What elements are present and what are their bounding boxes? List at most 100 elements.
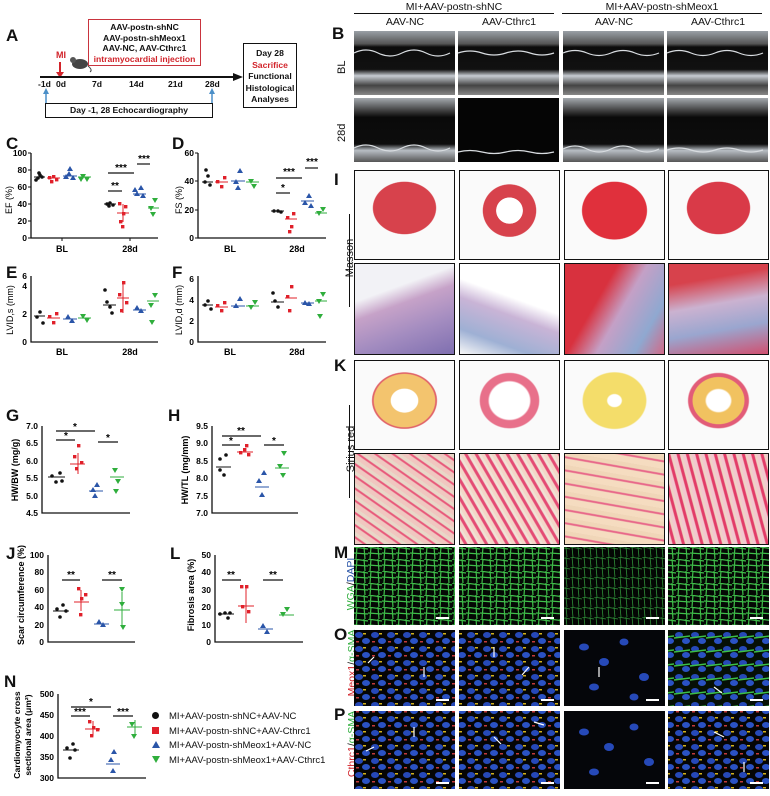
svg-text:5.0: 5.0 — [26, 491, 38, 501]
echo-image — [458, 98, 559, 162]
svg-text:HW/BW (mg/g): HW/BW (mg/g) — [10, 439, 20, 501]
scale-bars — [436, 617, 763, 784]
panel-letter-i: I — [334, 170, 339, 189]
triangle-up-marker-icon — [152, 741, 160, 748]
masson-zoom-image — [354, 263, 455, 355]
cthrc1-image — [354, 711, 455, 789]
svg-text:450: 450 — [40, 710, 54, 720]
injection-line-3: AAV-NC, AAV-Cthrc1 — [102, 43, 187, 53]
svg-text:5.5: 5.5 — [26, 473, 38, 483]
tick-label: -1d — [38, 79, 51, 89]
meox1-image — [668, 630, 769, 706]
sirius-zoom-image — [668, 453, 769, 545]
cthrc1-image — [668, 711, 769, 789]
svg-text:60: 60 — [18, 182, 28, 192]
svg-text:28d: 28d — [289, 347, 305, 357]
panel-letter-f: F — [172, 263, 183, 282]
wga-image — [459, 547, 560, 625]
sirius-overview-image — [564, 360, 665, 450]
chart-lvidd: LVID,d (mm) 0 2 4 6 BL 28d — [174, 274, 327, 357]
masson-overview-image — [564, 170, 665, 260]
panel-letter-k: K — [334, 356, 347, 375]
col-header: AAV-NC — [594, 16, 634, 28]
legend-item: MI+AAV-postn-shMeox1+AAV-Cthrc1 — [152, 754, 325, 769]
svg-text:100: 100 — [30, 550, 44, 560]
panel-letter-d: D — [172, 134, 185, 153]
injection-line-1: AAV-postn-shNC — [110, 22, 179, 32]
svg-text:**: ** — [269, 570, 277, 581]
meox1-image — [459, 630, 560, 706]
svg-text:**: ** — [111, 181, 119, 192]
svg-text:50: 50 — [202, 550, 212, 560]
injection-line-2: AAV-postn-shMeox1 — [103, 32, 186, 43]
svg-text:8.5: 8.5 — [196, 456, 208, 466]
square-marker-icon — [152, 726, 159, 734]
cthrc1-image — [564, 711, 665, 789]
svg-text:*: * — [106, 433, 110, 444]
wga-image — [354, 547, 455, 625]
svg-text:6: 6 — [189, 274, 194, 284]
meox1-image — [564, 630, 665, 706]
panel-letter-h: H — [168, 406, 181, 425]
svg-text:0: 0 — [22, 337, 27, 347]
svg-text:20: 20 — [18, 216, 28, 226]
svg-text:***: *** — [306, 157, 318, 168]
svg-text:*: * — [281, 183, 285, 194]
svg-text:***: *** — [138, 154, 150, 165]
panel-letter-a: A — [6, 26, 19, 45]
tick-label: 28d — [205, 79, 220, 89]
svg-text:30: 30 — [202, 585, 212, 595]
echo-image — [667, 98, 768, 162]
panel-letter-o: O — [334, 625, 348, 644]
timeline-graphic — [40, 57, 243, 103]
chart-hwtl: HW/TL (mg/mm) 7.07.58.08.59.09.5 **** — [180, 421, 298, 518]
meox1-image — [354, 630, 455, 706]
svg-text:0: 0 — [39, 637, 44, 647]
svg-text:60: 60 — [185, 148, 195, 158]
svg-text:9.0: 9.0 — [196, 438, 208, 448]
svg-text:***: *** — [74, 707, 86, 718]
svg-text:***: *** — [115, 163, 127, 174]
echo-images — [354, 31, 768, 162]
triangle-down-marker-icon — [152, 755, 160, 763]
svg-text:**: ** — [108, 570, 116, 581]
chart-cross-section: Cardiomyocyte cross sectional area (μm²)… — [12, 689, 146, 783]
col-header: AAV-Cthrc1 — [481, 16, 537, 28]
svg-text:BL: BL — [56, 244, 68, 254]
svg-text:BL: BL — [224, 244, 236, 254]
chart-fibrosis: Fibrosis area (%) 0 10 20 30 40 50 ** ** — [186, 550, 303, 647]
svg-text:60: 60 — [35, 585, 45, 595]
legend-item: MI+AAV-postn-shNC+AAV-NC — [152, 710, 325, 725]
arrow-icons — [365, 647, 745, 772]
panel-letter-p: P — [334, 705, 346, 724]
y-axis-label: FS (%) — [174, 186, 184, 214]
svg-text:***: *** — [117, 707, 129, 718]
end-line-2: Sacrifice — [252, 59, 288, 70]
cthrc1-image — [459, 711, 560, 789]
legend: MI+AAV-postn-shNC+AAV-NC MI+AAV-postn-sh… — [152, 710, 325, 768]
circle-marker-icon — [152, 712, 159, 719]
sirius-overview-image — [459, 360, 560, 450]
echo-image — [354, 98, 455, 162]
timeline-arrowhead-icon — [233, 73, 243, 81]
svg-text:*: * — [229, 436, 233, 447]
end-box: Day 28 Sacrifice Functional Histological… — [243, 43, 297, 108]
masson-zoom-image — [668, 263, 769, 355]
svg-text:BL: BL — [56, 347, 68, 357]
col-header: AAV-NC — [385, 16, 425, 28]
sirius-overview-image — [354, 360, 455, 450]
svg-text:4: 4 — [189, 295, 194, 305]
masson-overview-image — [668, 170, 769, 260]
group-header-shmeox1: MI+AAV-postn-shMeox1 — [562, 1, 762, 14]
mi-label: MI — [56, 50, 66, 60]
wga-image — [668, 547, 769, 625]
echo-arrow-icon — [43, 88, 49, 94]
masson-overview-image — [459, 170, 560, 260]
svg-text:2: 2 — [189, 316, 194, 326]
svg-text:350: 350 — [40, 752, 54, 762]
legend-item: MI+AAV-postn-shMeox1+AAV-NC — [152, 739, 325, 754]
svg-text:**: ** — [227, 570, 235, 581]
svg-text:6.0: 6.0 — [26, 456, 38, 466]
